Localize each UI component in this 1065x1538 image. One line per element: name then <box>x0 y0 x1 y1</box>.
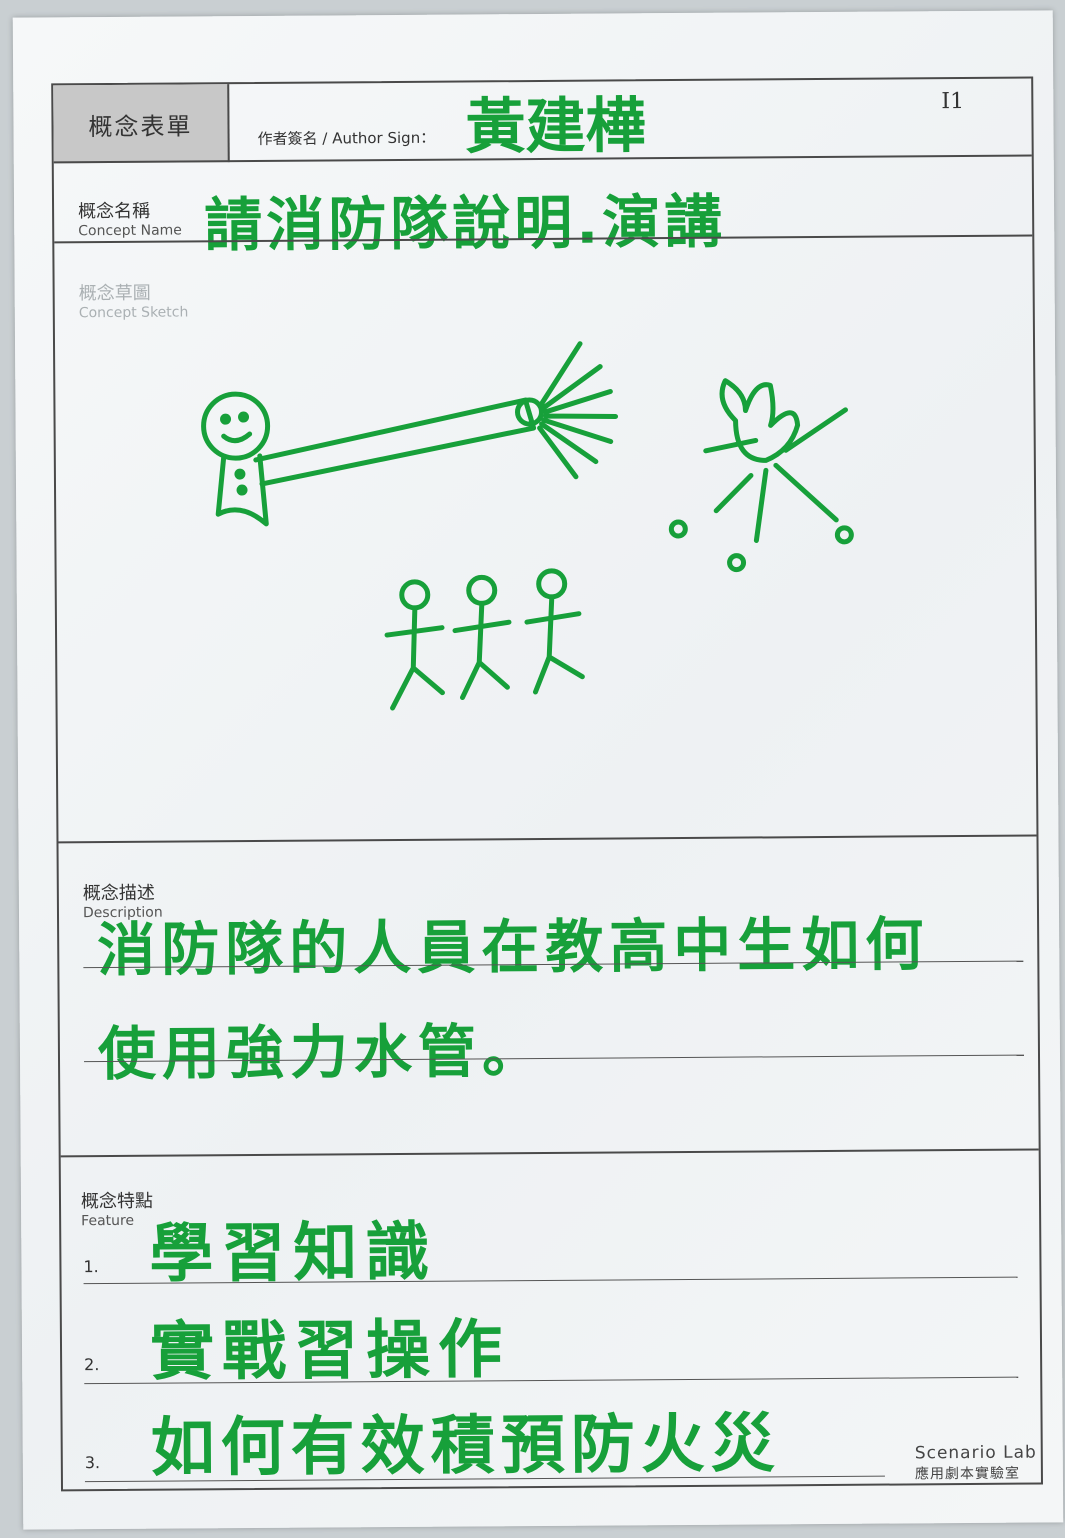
feature-number-2: 2. <box>84 1355 100 1375</box>
fire-burst <box>703 407 848 543</box>
student <box>524 568 585 695</box>
brand-subtitle: 應用劇本實驗室 <box>914 1465 1020 1483</box>
feature-label: 概念特點 Feature <box>80 1190 154 1230</box>
burst-end <box>727 553 747 573</box>
firefighter-eye <box>220 413 232 425</box>
burst-end <box>668 519 688 539</box>
form-sheet: 概念表單 作者簽名 / Author Sign： 黃建樺 I1 概念名稱 Con… <box>12 10 1064 1530</box>
hose-nozzle <box>515 397 545 427</box>
student <box>452 574 512 701</box>
firefighter-smile <box>221 431 253 444</box>
water-spray <box>537 341 619 480</box>
fire-hose <box>253 397 537 487</box>
firefighter-eye <box>238 411 250 423</box>
brand-name: Scenario Lab <box>914 1442 1037 1464</box>
feature-item-2: 實戰習操作 <box>149 1313 511 1390</box>
description-line-1: 消防隊的人員在教高中生如何 <box>97 910 930 985</box>
feature-number-1: 1. <box>83 1257 99 1277</box>
firefighter-head <box>201 391 271 461</box>
feature-item-3: 如何有效積預防火災 <box>150 1407 781 1486</box>
student <box>384 579 445 711</box>
firefighter-button <box>236 484 248 496</box>
brand-logo: Scenario Lab 應用劇本實驗室 <box>915 1443 1037 1484</box>
burst-end <box>834 525 854 545</box>
divider <box>60 1148 1039 1158</box>
description-line-2: 使用強力水管。 <box>97 1016 547 1089</box>
firefighter-button <box>234 468 246 480</box>
concept-sketch-drawing <box>201 341 854 711</box>
firefighter-body <box>215 453 269 527</box>
form-frame: 概念表單 作者簽名 / Author Sign： 黃建樺 I1 概念名稱 Con… <box>51 76 1044 1492</box>
fire-flame <box>719 378 801 463</box>
feature-number-3: 3. <box>84 1453 101 1473</box>
